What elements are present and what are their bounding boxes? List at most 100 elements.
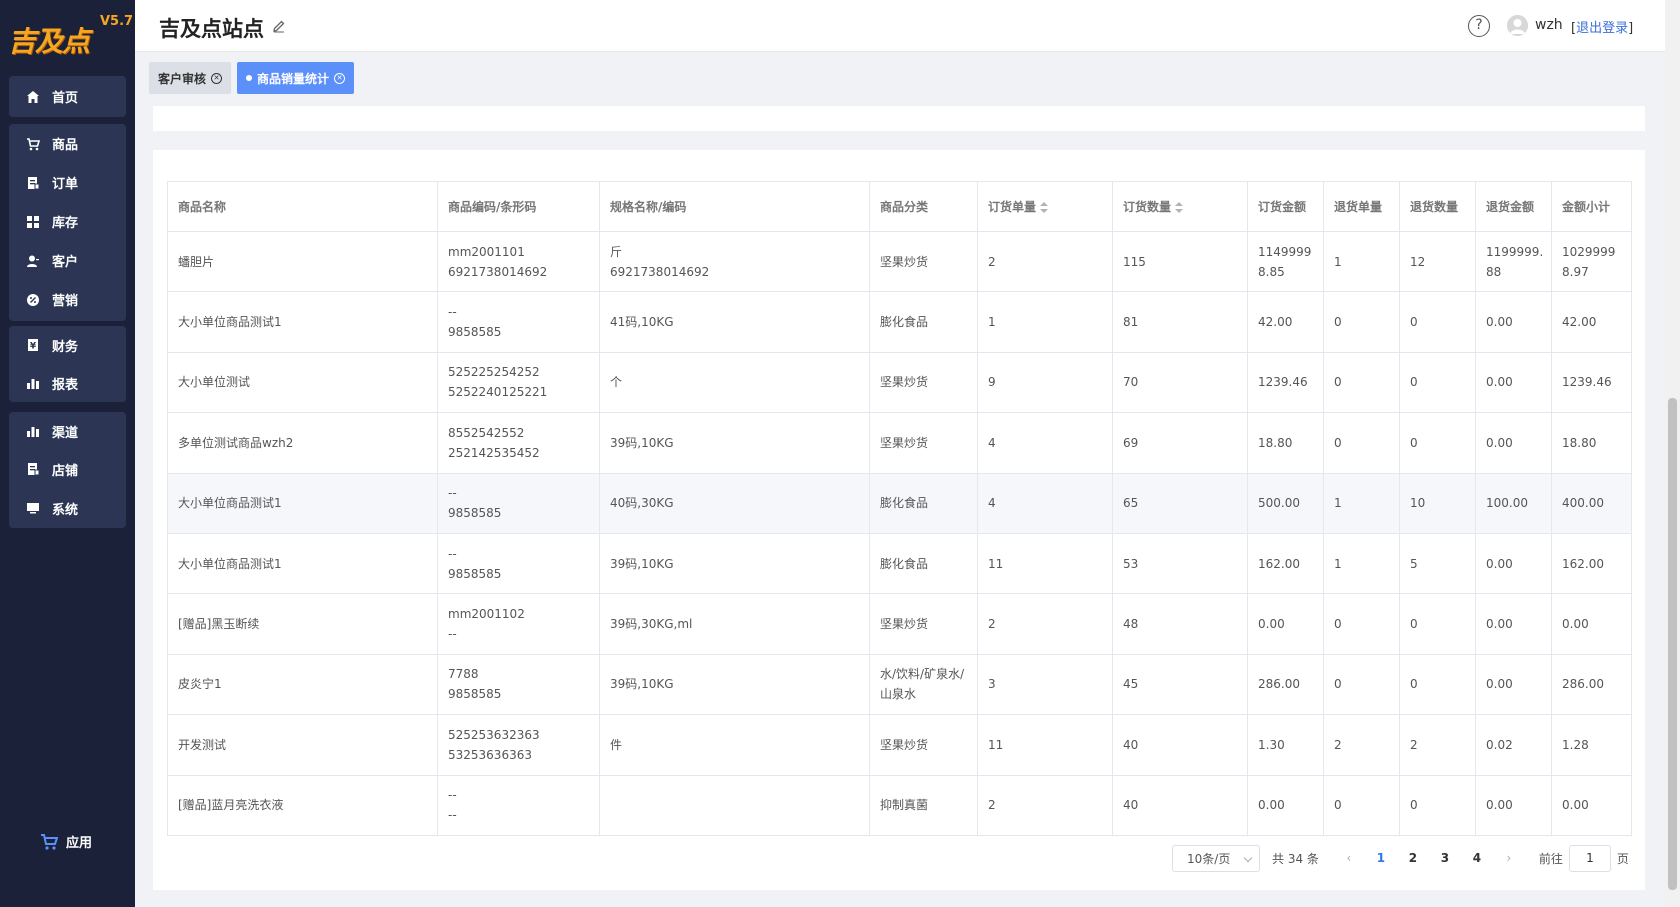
close-icon[interactable]: ✕ (334, 72, 346, 84)
table-cell: 500.00 (1247, 472, 1324, 534)
table-cell: 2 (1399, 714, 1476, 776)
bracket-close: ] (1628, 21, 1634, 36)
table-cell: 0.00 (1475, 653, 1552, 716)
table-cell: 0.00 (1551, 774, 1632, 836)
table-cell: 2 (977, 593, 1113, 655)
table-cell: 蟠胆片 (167, 230, 438, 293)
table-cell: 5 (1399, 532, 1476, 595)
table-cell: 4 (977, 412, 1113, 474)
table-header-row: 商品名称 商品编码/条形码 规格名称/编码 商品分类 订货单量 订货数量 订货金… (167, 181, 1632, 232)
table-cell: 0.00 (1551, 593, 1632, 655)
table-row[interactable]: 多单位测试商品wzh2 8552542552 252142535452 39码,10… (167, 412, 1632, 474)
table-row[interactable]: 大小单位商品测试1 -- 9858585 41码,10KG 膨化食品 1 81 42.00 0… (167, 291, 1632, 353)
sidebar-item-label: 订单 (52, 177, 79, 192)
close-icon[interactable]: ✕ (211, 72, 223, 84)
table-cell: -- 9858585 (437, 532, 600, 595)
avatar[interactable] (1507, 15, 1528, 36)
table-cell: 11 (977, 714, 1113, 776)
column-header-label: 订货数量 (1123, 200, 1172, 214)
sidebar-item-goods[interactable]: 商品 (9, 124, 126, 163)
sidebar-item-home[interactable]: 首页 (9, 76, 126, 117)
table-cell: 膨化食品 (869, 532, 978, 595)
page-size-select[interactable]: 10条/页 (1172, 844, 1260, 872)
table-row[interactable]: [赠品]黑玉断续 mm2001102 -- 39码,30KG,ml 坚果炒货 2 48 0.… (167, 593, 1632, 655)
logo: 吉及点 V5.7 (6, 10, 133, 60)
table-row[interactable]: 蟠胆片 mm2001101 6921738014692 斤 692173801469… (167, 230, 1632, 293)
user-icon (27, 255, 39, 267)
table-cell: 53 (1112, 532, 1248, 595)
page-button[interactable]: 3 (1440, 851, 1450, 865)
table-cell: 个 (599, 351, 870, 414)
table-cell: 件 (599, 714, 870, 776)
column-header: 规格名称/编码 (599, 181, 870, 232)
page-button[interactable]: 2 (1408, 851, 1418, 865)
sidebar-item-reports[interactable]: 报表 (9, 364, 126, 402)
active-dot-icon (246, 75, 253, 81)
sort-icon[interactable] (1040, 201, 1049, 214)
table-cell: 2 (1323, 714, 1400, 776)
table-row[interactable]: 皮炎宁1 7788 9858585 39码,10KG 水/饮料/矿泉水/ 山泉水 3 45… (167, 653, 1632, 716)
prev-page-button[interactable]: ‹ (1346, 851, 1352, 865)
scrollbar-thumb[interactable] (1668, 398, 1677, 890)
sidebar-item-system[interactable]: 系统 (9, 488, 126, 528)
sidebar-item-apps[interactable]: 应用 (40, 832, 92, 851)
table-row[interactable]: 大小单位商品测试1 -- 9858585 39码,10KG 膨化食品 11 53 162.0… (167, 532, 1632, 595)
order-icon (28, 176, 40, 189)
next-page-button[interactable]: › (1506, 851, 1512, 865)
sidebar-item-customers[interactable]: 客户 (9, 241, 126, 280)
table-cell: 0.02 (1475, 714, 1552, 776)
page-size-value: 10条/页 (1187, 851, 1231, 866)
goto-page-input[interactable] (1568, 844, 1611, 872)
tab-customer-review[interactable]: 客户审核 ✕ (149, 62, 232, 94)
table-cell: 0 (1323, 412, 1400, 474)
table-cell: 39码,10KG (599, 412, 870, 474)
tab-sales-stats[interactable]: 商品销量统计 ✕ (237, 62, 355, 94)
column-header-sortable[interactable]: 订货数量 (1112, 181, 1248, 232)
table-cell: mm2001101 6921738014692 (437, 230, 600, 293)
column-header: 金额小计 (1551, 181, 1632, 232)
table-cell: 0 (1323, 291, 1400, 353)
table-row[interactable]: 开发测试 525253632363 53253636363 件坚果炒货 11 40 1.3… (167, 714, 1632, 776)
sidebar-item-inventory[interactable]: 库存 (9, 202, 126, 241)
help-icon[interactable]: ? (1468, 15, 1490, 37)
sidebar-item-label: 报表 (52, 377, 79, 393)
chart-icon (27, 427, 39, 437)
sidebar-item-orders[interactable]: 订单 (9, 163, 126, 202)
table-row[interactable]: [赠品]蓝月亮洗衣液 -- -- 抑制真菌 2 40 0.00 0 0 0.00 0.00 (167, 774, 1632, 836)
table-cell: 525253632363 53253636363 (437, 714, 600, 776)
table-cell: 100.00 (1475, 472, 1552, 534)
sidebar-item-label: 营销 (52, 294, 79, 309)
edit-icon[interactable] (272, 19, 286, 33)
goto-label: 前往 (1538, 851, 1563, 866)
page-button[interactable]: 4 (1472, 851, 1482, 865)
page-jump: 前往 页 (1538, 844, 1629, 872)
table-row[interactable]: 大小单位测试 525225254252 5252240125221 个坚果炒货 9 70… (167, 351, 1632, 414)
sidebar-item-label: 库存 (52, 216, 79, 231)
table-cell (599, 774, 870, 836)
table-cell: 39码,10KG (599, 653, 870, 716)
table-cell: 0 (1399, 412, 1476, 474)
table-cell: 286.00 (1247, 653, 1324, 716)
sidebar-item-finance[interactable]: ¥ 财务 (9, 326, 126, 364)
table-cell: -- -- (437, 774, 600, 836)
scrollbar[interactable] (1665, 0, 1680, 907)
table-cell: 0 (1399, 653, 1476, 716)
sidebar-item-marketing[interactable]: 营销 (9, 280, 126, 319)
table-cell: 69 (1112, 412, 1248, 474)
table-cell: 525225254252 5252240125221 (437, 351, 600, 414)
sidebar-item-channels[interactable]: 渠道 (9, 412, 126, 450)
total-count: 共 34 条 (1272, 851, 1319, 866)
table-cell: -- 9858585 (437, 472, 600, 534)
table-row[interactable]: 大小单位商品测试1 -- 9858585 40码,30KG 膨化食品 4 65 500.00… (167, 472, 1632, 534)
column-header: 商品名称 (167, 181, 438, 232)
page-button[interactable]: 1 (1376, 851, 1386, 865)
table-cell: 0 (1399, 593, 1476, 655)
sort-icon[interactable] (1175, 201, 1184, 214)
column-header: 退货金额 (1475, 181, 1552, 232)
logout-link[interactable]: 退出登录 (1576, 21, 1629, 36)
column-header-sortable[interactable]: 订货单量 (977, 181, 1113, 232)
table-cell: -- 9858585 (437, 291, 600, 353)
sidebar-item-stores[interactable]: 店铺 (9, 450, 126, 488)
logo-text: 吉及点 (8, 25, 90, 58)
table-cell: 坚果炒货 (869, 230, 978, 293)
